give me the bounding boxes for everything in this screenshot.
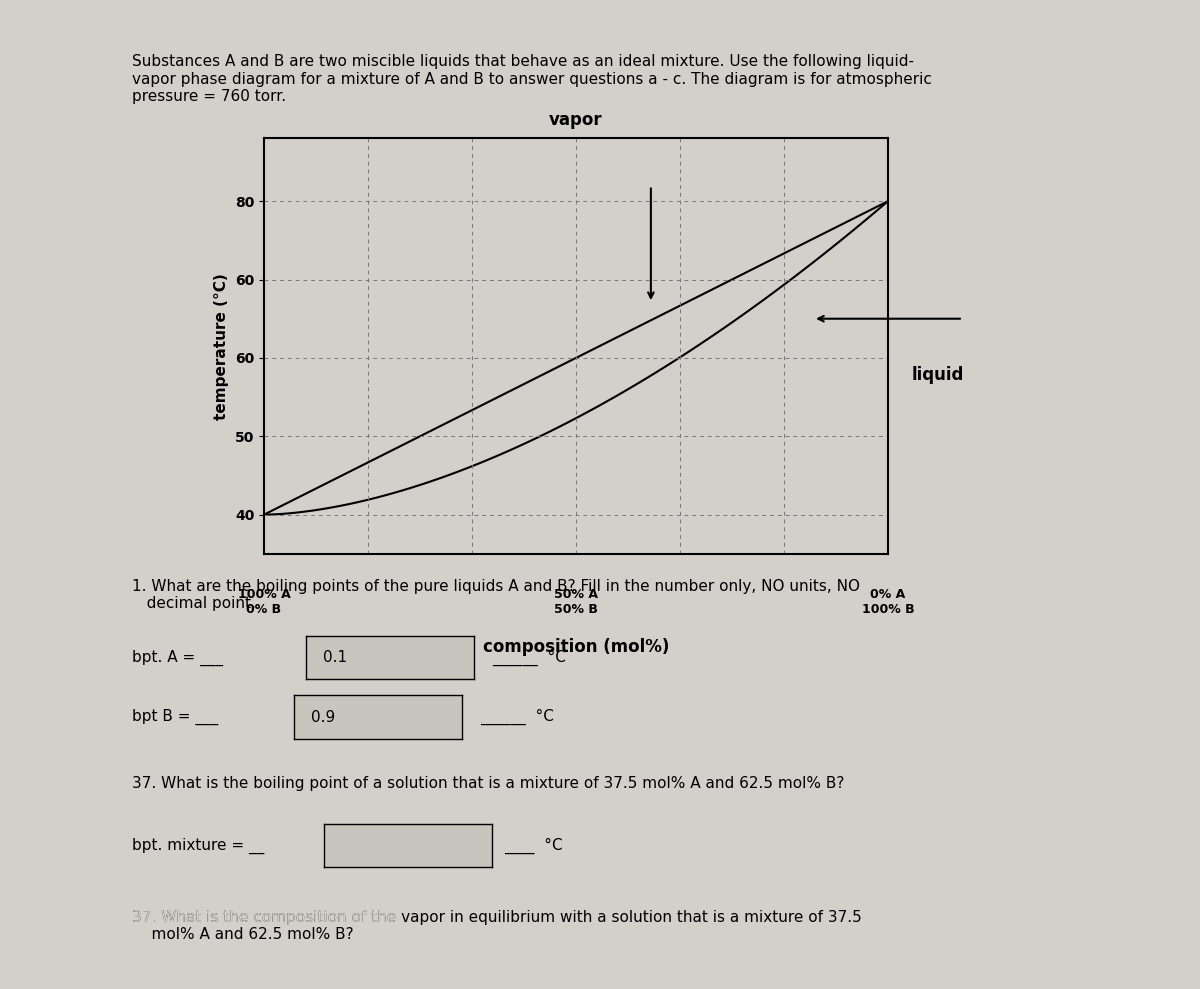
Text: bpt. mixture = __: bpt. mixture = __ [132, 838, 264, 854]
Y-axis label: temperature (°C): temperature (°C) [215, 273, 229, 419]
Text: 1. What are the boiling points of the pure liquids A and B? Fill in the number o: 1. What are the boiling points of the pu… [132, 579, 860, 611]
Text: 37. What is the composition of the: 37. What is the composition of the [132, 910, 401, 925]
Text: Substances A and B are two miscible liquids that behave as an ideal mixture. Use: Substances A and B are two miscible liqu… [132, 54, 932, 104]
Text: ______  °C: ______ °C [480, 709, 554, 725]
Text: liquid: liquid [912, 366, 965, 385]
Text: vapor: vapor [550, 111, 602, 129]
Text: bpt B = ___: bpt B = ___ [132, 709, 218, 725]
Text: bpt. A = ___: bpt. A = ___ [132, 650, 223, 666]
Text: ____  °C: ____ °C [504, 838, 563, 854]
Text: 37. What is the composition of the vapor in equilibrium with a solution that is : 37. What is the composition of the vapor… [132, 910, 862, 943]
Text: 37. What is the boiling point of a solution that is a mixture of 37.5 mol% A and: 37. What is the boiling point of a solut… [132, 776, 845, 791]
Text: ______  °C: ______ °C [492, 650, 566, 666]
Text: 0.9: 0.9 [311, 709, 335, 725]
Text: 100% A
0% B: 100% A 0% B [238, 588, 290, 616]
Text: 0.1: 0.1 [323, 650, 347, 666]
Text: 50% A
50% B: 50% A 50% B [554, 588, 598, 616]
Text: 0% A
100% B: 0% A 100% B [862, 588, 914, 616]
Text: composition (mol%): composition (mol%) [482, 638, 670, 656]
